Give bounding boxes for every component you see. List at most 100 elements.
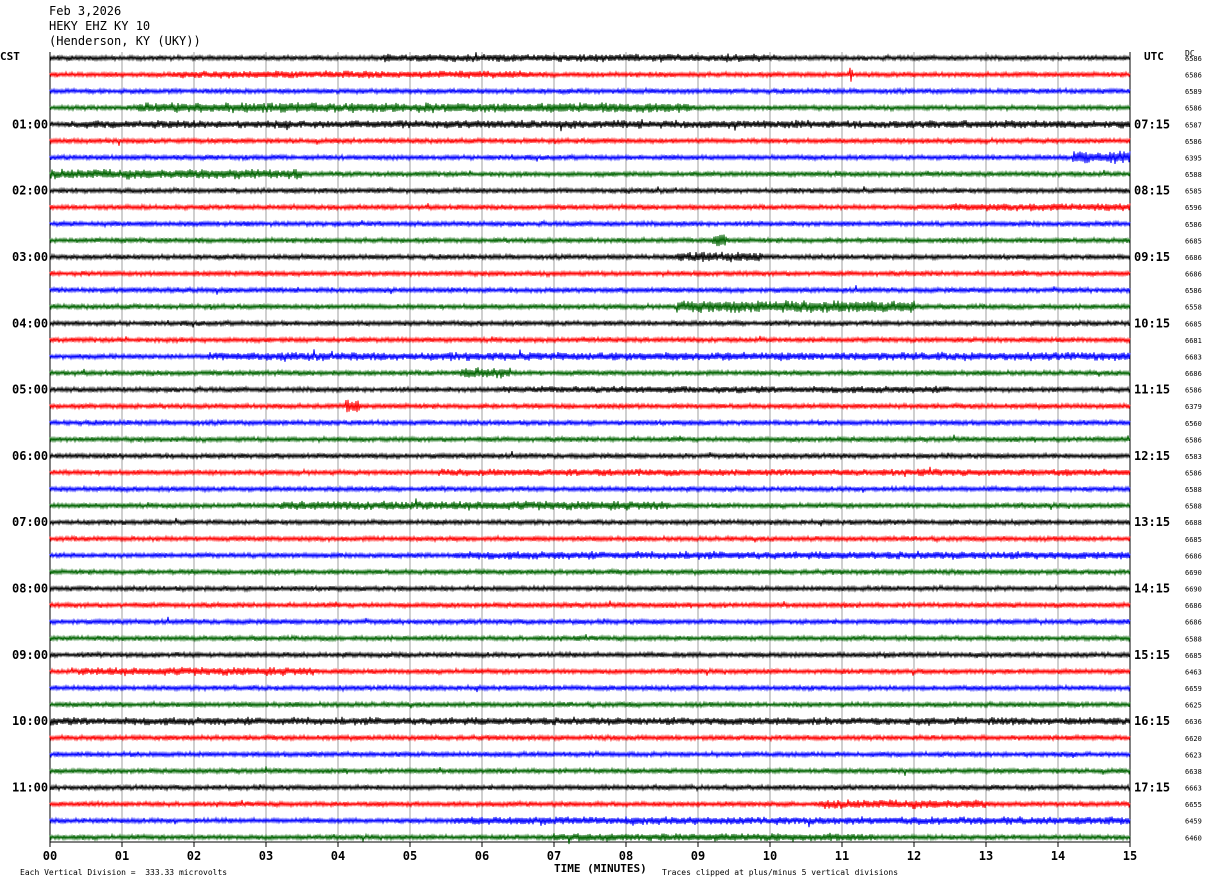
right-hour-label: 09:15: [1134, 250, 1170, 264]
dc-offset-label: 6588: [1185, 635, 1202, 643]
x-tick-label: 06: [475, 849, 489, 863]
clip-note: Traces clipped at plus/minus 5 vertical …: [662, 868, 899, 877]
left-hour-label: 03:00: [12, 250, 48, 264]
seismic-trace: [49, 186, 1131, 196]
x-tick-label: 15: [1123, 849, 1137, 863]
dc-offset-label: 6686: [1185, 552, 1202, 560]
seismic-trace: [49, 399, 1131, 413]
left-axis-label: CST: [0, 50, 20, 63]
dc-offset-label: 6685: [1185, 536, 1202, 544]
header-station: HEKY EHZ KY 10: [49, 19, 151, 33]
seismic-trace: [49, 583, 1131, 594]
seismic-trace: [49, 600, 1131, 610]
seismic-trace: [49, 534, 1131, 544]
seismic-trace: [49, 150, 1131, 164]
seismic-trace: [49, 683, 1131, 693]
dc-offset-label: 6690: [1185, 586, 1202, 594]
dc-offset-label: 6460: [1185, 834, 1202, 842]
dc-offset-label: 6586: [1185, 387, 1202, 395]
seismic-trace: [49, 766, 1131, 776]
x-tick-label: 05: [403, 849, 417, 863]
dc-offset-label: 6588: [1185, 171, 1202, 179]
dc-offset-label: 6587: [1185, 121, 1202, 129]
left-hour-label: 07:00: [12, 515, 48, 529]
seismic-trace: [49, 335, 1131, 345]
seismic-trace: [49, 699, 1131, 710]
seismic-trace: [49, 318, 1131, 328]
header-location: (Henderson, KY (UKY)): [49, 34, 201, 48]
dc-offset-label: 6459: [1185, 818, 1202, 826]
dc-offset-label: 6463: [1185, 668, 1202, 676]
seismic-trace: [49, 783, 1131, 793]
dc-offset-label: 6586: [1185, 287, 1202, 295]
seismic-trace: [49, 633, 1131, 643]
x-tick-label: 14: [1051, 849, 1065, 863]
seismic-trace: [49, 119, 1131, 132]
left-hour-label: 05:00: [12, 383, 48, 397]
dc-offset-label: 6596: [1185, 204, 1202, 212]
left-hour-label: 06:00: [12, 449, 48, 463]
right-hour-label: 07:15: [1134, 117, 1170, 131]
x-tick-label: 13: [979, 849, 993, 863]
seismic-trace: [49, 498, 1131, 511]
dc-offset-label: 6395: [1185, 154, 1202, 162]
dc-offset-label: 6586: [1185, 436, 1202, 444]
x-tick-label: 10: [763, 849, 777, 863]
seismic-trace: [49, 484, 1131, 494]
dc-offset-label: 6686: [1185, 254, 1202, 262]
dc-offset-label: 6683: [1185, 353, 1202, 361]
x-tick-label: 04: [331, 849, 345, 863]
right-hour-label: 15:15: [1134, 648, 1170, 662]
left-hour-label: 10:00: [12, 714, 48, 728]
seismic-trace: [49, 799, 1131, 810]
grid-layer: [49, 52, 1131, 847]
dc-offset-label: 6586: [1185, 470, 1202, 478]
dc-offset-label: 6583: [1185, 453, 1202, 461]
dc-offset-label: 6685: [1185, 320, 1202, 328]
x-tick-label: 09: [691, 849, 705, 863]
x-tick-label: 03: [259, 849, 273, 863]
seismic-trace: [49, 517, 1131, 527]
seismic-trace: [49, 136, 1131, 146]
dc-offset-label: 6623: [1185, 751, 1202, 759]
left-hour-label: 08:00: [12, 582, 48, 596]
seismic-trace: [49, 716, 1131, 726]
seismic-trace: [49, 616, 1131, 627]
dc-offset-label: 6586: [1185, 55, 1202, 63]
seismic-trace: [49, 733, 1131, 743]
seismic-trace: [49, 450, 1131, 461]
seismic-trace: [49, 550, 1131, 560]
right-axis-label: UTC: [1144, 50, 1164, 63]
dc-offset-label: 6620: [1185, 735, 1202, 743]
dc-offset-label: 6638: [1185, 768, 1202, 776]
left-hour-label: 11:00: [12, 781, 48, 795]
seismic-trace: [49, 219, 1131, 229]
seismic-trace: [49, 666, 1131, 677]
dc-offset-label: 6588: [1185, 503, 1202, 511]
seismic-trace: [49, 234, 1131, 247]
dc-offset-label: 6588: [1185, 486, 1202, 494]
seismic-trace: [49, 67, 1131, 82]
header-date: Feb 3,2026: [49, 4, 122, 18]
seismic-trace: [49, 367, 1131, 379]
x-tick-label: 00: [43, 849, 57, 863]
dc-offset-label: 6685: [1185, 237, 1202, 245]
right-hour-label: 11:15: [1134, 383, 1170, 397]
dc-offset-label: 6636: [1185, 718, 1202, 726]
x-tick-label: 12: [907, 849, 921, 863]
dc-offset-label: 6659: [1185, 685, 1202, 693]
left-hour-label: 09:00: [12, 648, 48, 662]
x-tick-label: 01: [115, 849, 129, 863]
dc-offset-label: 6586: [1185, 72, 1202, 80]
dc-offset-label: 6663: [1185, 785, 1202, 793]
left-hour-label: 02:00: [12, 184, 48, 198]
seismic-trace: [49, 251, 1131, 263]
seismic-trace: [49, 349, 1131, 362]
dc-offset-label: 6686: [1185, 619, 1202, 627]
x-tick-label: 07: [547, 849, 561, 863]
scale-note: Each Vertical Division = 333.33 microvol…: [20, 868, 228, 877]
seismic-trace: [49, 86, 1131, 96]
right-hour-label: 16:15: [1134, 714, 1170, 728]
seismic-trace: [49, 300, 1131, 313]
seismic-trace: [49, 168, 1131, 180]
